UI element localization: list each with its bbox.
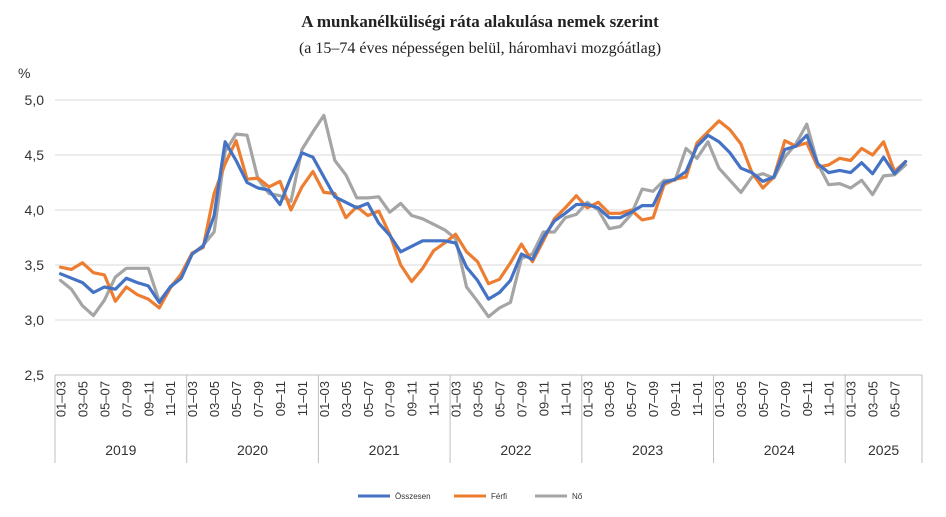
x-tick-label: 01–03 xyxy=(449,381,464,417)
x-tick-label: 11–01 xyxy=(427,381,442,416)
x-tick-label: 11–01 xyxy=(558,381,573,416)
year-label: 2021 xyxy=(369,442,400,458)
x-tick-label: 03–05 xyxy=(471,381,486,417)
x-tick-label: 03–05 xyxy=(866,381,881,417)
x-tick-label: 05–07 xyxy=(361,381,376,417)
x-tick-label: 09–11 xyxy=(800,381,815,416)
year-label: 2025 xyxy=(868,442,899,458)
year-label: 2023 xyxy=(632,442,663,458)
series-line-no xyxy=(58,113,908,319)
x-tick-label: 11–01 xyxy=(295,381,310,416)
x-tick-label: 01–03 xyxy=(317,381,332,417)
y-tick-label: 3,0 xyxy=(25,312,45,328)
x-tick-label: 05–07 xyxy=(624,381,639,417)
y-tick-label: 4,0 xyxy=(25,202,45,218)
x-tick-label: 07–09 xyxy=(251,381,266,417)
x-axis: 01–03 03–05 05–07 07–09 09–11 11–01 2019 01–03 0… xyxy=(53,374,923,463)
legend: Összesen Férfi Nő xyxy=(358,492,583,501)
x-tick-label: 09–11 xyxy=(536,381,551,416)
x-tick-label: 01–03 xyxy=(580,381,595,417)
y-axis-ticks: 2,5 3,0 3,5 4,0 4,5 5,0 xyxy=(25,92,45,383)
series-line-osszesen xyxy=(58,133,908,304)
x-tick-label: 07–09 xyxy=(778,381,793,417)
x-tick-label: 09–11 xyxy=(668,381,683,416)
x-tick-label: 03–05 xyxy=(75,381,90,417)
x-tick-label: 03–05 xyxy=(602,381,617,417)
x-tick-label: 05–07 xyxy=(888,381,903,417)
y-tick-label: 4,5 xyxy=(25,147,45,163)
x-tick-label: 11–01 xyxy=(690,381,705,416)
legend-label: Nő xyxy=(572,492,583,501)
x-tick-label: 11–01 xyxy=(163,381,178,416)
x-tick-label: 07–09 xyxy=(383,381,398,417)
y-tick-label: 5,0 xyxy=(25,92,45,108)
x-tick-label: 03–05 xyxy=(339,381,354,417)
y-tick-label: 2,5 xyxy=(25,367,45,383)
x-tick-label: 03–05 xyxy=(734,381,749,417)
year-label: 2024 xyxy=(764,442,795,458)
series-line-ferfi xyxy=(58,119,908,310)
x-tick-label: 07–09 xyxy=(514,381,529,417)
legend-label: Összesen xyxy=(395,492,431,501)
x-tick-label: 01–03 xyxy=(844,381,859,417)
x-tick-label: 07–09 xyxy=(646,381,661,417)
x-tick-label: 11–01 xyxy=(822,381,837,416)
year-label: 2019 xyxy=(105,442,136,458)
x-tick-label: 05–07 xyxy=(97,381,112,417)
series-lines xyxy=(58,113,908,319)
x-tick-label: 09–11 xyxy=(141,381,156,416)
x-tick-label: 01–03 xyxy=(185,381,200,417)
x-tick-label: 07–09 xyxy=(119,381,134,417)
x-tick-label: 09–11 xyxy=(405,381,420,416)
x-tick-label: 05–07 xyxy=(229,381,244,417)
y-axis-unit-label: % xyxy=(18,65,30,81)
legend-label: Férfi xyxy=(491,492,507,501)
year-label: 2022 xyxy=(500,442,531,458)
chart-title: A munkanélküliségi ráta alakulása nemek … xyxy=(301,12,659,31)
y-tick-label: 3,5 xyxy=(25,257,45,273)
gridlines xyxy=(55,99,922,321)
chart-subtitle: (a 15–74 éves népességen belül, háromhav… xyxy=(299,40,661,57)
x-tick-label: 05–07 xyxy=(492,381,507,417)
x-tick-label: 01–03 xyxy=(53,381,68,417)
x-tick-label: 05–07 xyxy=(756,381,771,417)
year-label: 2020 xyxy=(237,442,268,458)
x-tick-label: 09–11 xyxy=(273,381,288,416)
x-tick-label: 03–05 xyxy=(207,381,222,417)
x-tick-label: 01–03 xyxy=(712,381,727,417)
